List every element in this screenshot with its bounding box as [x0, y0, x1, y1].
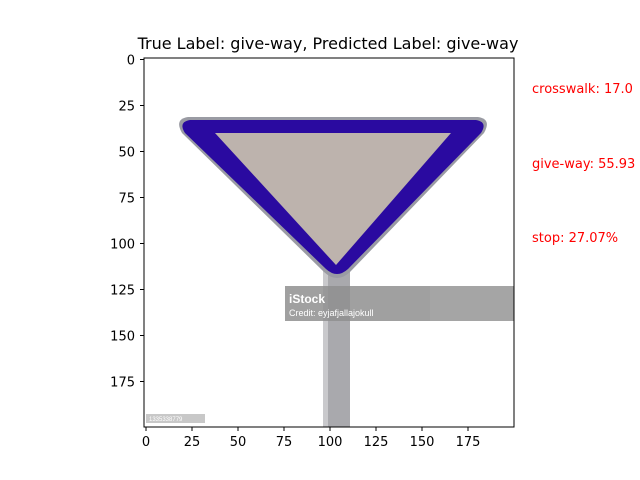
watermark-brand: iStock: [289, 292, 325, 306]
y-tick-label: 175: [110, 376, 135, 391]
prediction-crosswalk: crosswalk: 17.0: [532, 82, 633, 97]
x-tick-label: 0: [142, 435, 150, 450]
x-tick-label: 25: [184, 435, 201, 450]
x-tick-label: 75: [276, 435, 293, 450]
image-panel: iStock Credit: eyjafjallajokull 13353387…: [143, 57, 515, 428]
x-tick-label: 150: [410, 435, 435, 450]
prediction-give-way: give-way: 55.93: [532, 157, 636, 172]
x-tick-label: 50: [230, 435, 247, 450]
watermark-credit: Credit: eyjafjallajokull: [289, 308, 374, 318]
prediction-stop: stop: 27.07%: [532, 231, 619, 246]
watermark: iStock Credit: eyjafjallajokull: [285, 286, 514, 321]
sign-inner-triangle: [215, 133, 451, 265]
axes-frame: [143, 57, 515, 428]
x-tick-label: 175: [456, 435, 481, 450]
y-tick-label: 75: [118, 192, 135, 207]
y-tick-label: 25: [118, 100, 135, 115]
y-tick-label: 125: [110, 284, 135, 299]
y-tick-label: 0: [127, 54, 135, 69]
x-tick-label: 100: [318, 435, 343, 450]
corner-id: 1335338779: [149, 417, 183, 423]
y-axis: 0 25 50 75 100 125 150 175: [110, 54, 144, 391]
y-tick-label: 150: [110, 330, 135, 345]
x-tick-label: 125: [364, 435, 389, 450]
x-axis: 0 25 50 75 100 125 150 175: [142, 427, 481, 450]
figure-title: True Label: give-way, Predicted Label: g…: [137, 34, 519, 53]
y-tick-label: 100: [110, 238, 135, 253]
y-tick-label: 50: [118, 146, 135, 161]
